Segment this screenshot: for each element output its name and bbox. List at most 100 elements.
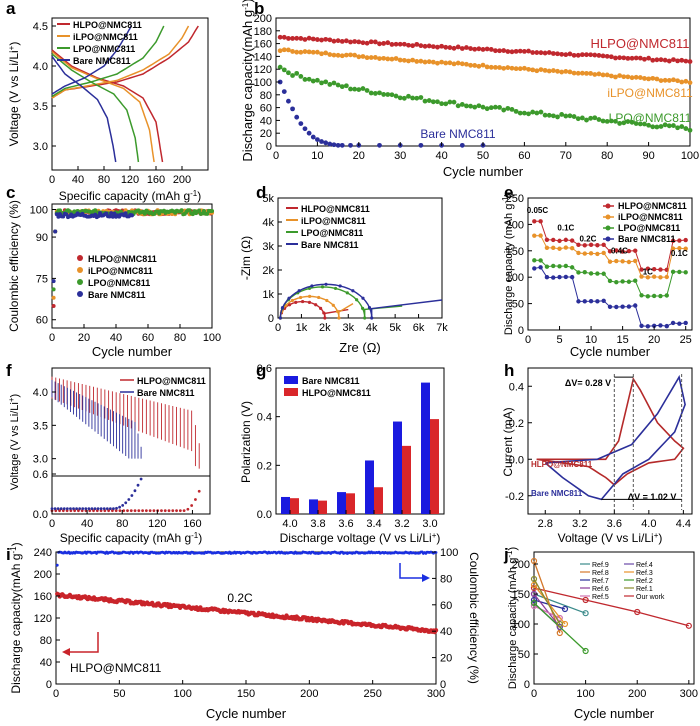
discharge-curve [51,55,117,163]
data-point [81,507,85,511]
arrow-head [62,648,70,656]
x-tick-label: 100 [681,150,699,162]
data-point [325,298,329,303]
y-tick-label: 250 [506,193,524,205]
data-point [327,52,333,57]
data-point [298,36,304,41]
data-point [401,95,407,101]
data-point [92,509,95,513]
bar [393,421,402,514]
data-point [658,267,663,272]
data-point [595,299,600,304]
bar [374,487,383,514]
data-point [544,237,550,242]
data-point [447,99,453,105]
data-point [522,110,527,116]
x-tick-label: 40 [435,150,447,162]
legend-label: LPO@NMC811 [301,228,363,238]
y-tick-label: 240 [34,547,52,559]
y-tick-label: 0 [46,679,52,691]
data-point [368,39,374,45]
data-point [418,58,424,64]
data-point [277,64,283,70]
data-point [637,121,643,127]
data-point [393,41,399,47]
data-point [323,140,329,146]
x-axis-label: Specific capacity (mAh g-1) [60,531,203,546]
data-point [650,57,656,63]
cv-curve [544,374,686,501]
data-point [522,65,527,71]
data-point [109,211,114,216]
data-point [343,52,349,58]
data-point [430,59,436,65]
data-point [315,137,320,143]
x-tick-label: 80 [601,150,613,162]
x-tick-label: 4.0 [282,518,297,530]
data-point [625,55,631,61]
legend-label: iLPO@NMC811 [88,266,153,276]
data-point [368,90,374,96]
x-tick-label: 15 [616,334,628,346]
x-tick-label: 250 [363,688,381,700]
data-point [356,39,362,45]
panel-letter-i: i [6,545,11,564]
panel-letter-c: c [6,183,15,202]
y-tick-label: 0.6 [257,363,272,375]
data-point [129,509,133,513]
data-point [608,118,614,124]
data-point [588,298,594,304]
data-point [286,70,291,76]
data-point [576,299,581,304]
data-point [287,296,291,300]
data-point [544,245,550,250]
data-point [194,498,197,501]
panel-letter-e: e [504,183,513,202]
data-point [406,42,411,48]
data-point [361,296,365,300]
data-point [556,620,563,628]
legend-marker [605,236,611,242]
data-point [472,46,478,52]
y-tick-label: 4.0 [33,61,48,73]
data-point [588,52,594,58]
comparison-line [533,578,561,625]
y-tick-label: 120 [254,64,272,76]
data-point [604,53,610,59]
data-point [418,142,424,148]
data-point [335,38,341,44]
data-point [626,259,632,265]
data-point [348,52,353,58]
data-point [96,214,101,219]
y-tick-label: 4k [262,217,274,229]
bar [290,498,299,514]
data-point [331,80,337,86]
data-point [576,270,581,275]
x-tick-label: 0 [275,322,281,334]
x-tick-label: 4k [366,322,378,334]
data-point [550,51,556,56]
data-point [658,57,664,63]
data-point [277,34,283,40]
data-point [642,76,647,81]
data-point [290,49,295,54]
data-point [645,275,651,280]
data-point [654,57,660,63]
x-axis-label: Cycle number [443,164,524,179]
bar [309,499,318,514]
rate-line [534,266,686,327]
data-point [464,103,469,109]
panel-j-frame [533,551,695,685]
data-point [302,126,308,132]
data-point [654,124,660,130]
data-point [108,507,112,511]
x-tick-label: 10 [311,150,323,162]
y-tick-label: 0.0 [257,509,272,521]
y-tick-label: 50 [518,649,530,661]
y2-tick-label: 0 [440,679,446,691]
data-point [401,57,407,63]
rate-label: 0.4C [611,246,628,255]
y-axis-label: Polarization (V) [239,401,253,483]
legend-label: LPO@NMC811 [73,44,135,54]
